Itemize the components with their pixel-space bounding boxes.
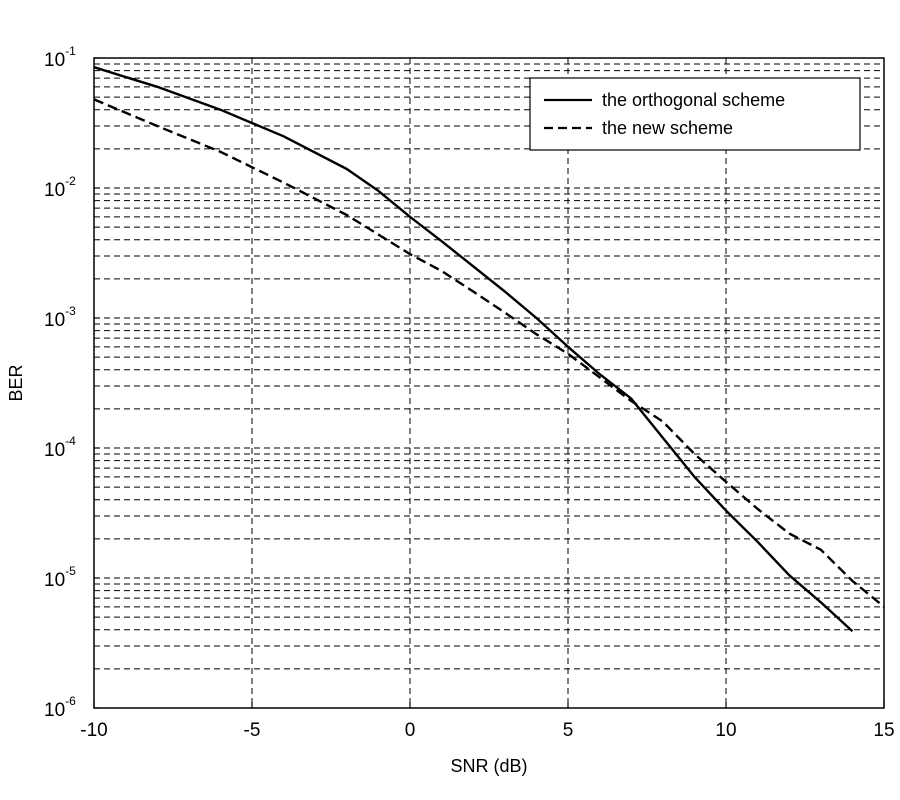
x-axis-label: SNR (dB) xyxy=(450,756,527,776)
y-tick-label: 10-5 xyxy=(44,564,76,591)
y-axis-label: BER xyxy=(6,364,26,401)
series-line-new xyxy=(93,98,885,608)
x-tick-label: -10 xyxy=(80,720,107,741)
legend-box xyxy=(529,77,861,151)
y-tick-label: 10-1 xyxy=(44,44,76,71)
legend-label-orthogonal: the orthogonal scheme xyxy=(602,90,785,110)
x-tick-label: -5 xyxy=(244,720,261,741)
grid xyxy=(94,58,884,708)
x-tick-label: 15 xyxy=(873,720,894,741)
x-tick-label: 0 xyxy=(405,720,416,741)
plot-frame xyxy=(93,57,885,709)
x-tick-label: 5 xyxy=(563,720,574,741)
axis-ticks: -10 -5 0 5 10 15 10-6 10-5 10-4 10-3 10-2 10-1 xyxy=(44,44,895,741)
x-tick-label: 10 xyxy=(715,720,736,741)
y-tick-label: 10-3 xyxy=(44,304,76,331)
legend: the orthogonal scheme the new scheme xyxy=(529,77,861,151)
y-tick-label: 10-6 xyxy=(44,694,76,721)
series-line-orthogonal xyxy=(93,66,854,633)
series-lines xyxy=(93,66,885,633)
legend-label-new: the new scheme xyxy=(602,118,733,138)
y-tick-label: 10-4 xyxy=(44,434,76,461)
y-tick-label: 10-2 xyxy=(44,174,76,201)
